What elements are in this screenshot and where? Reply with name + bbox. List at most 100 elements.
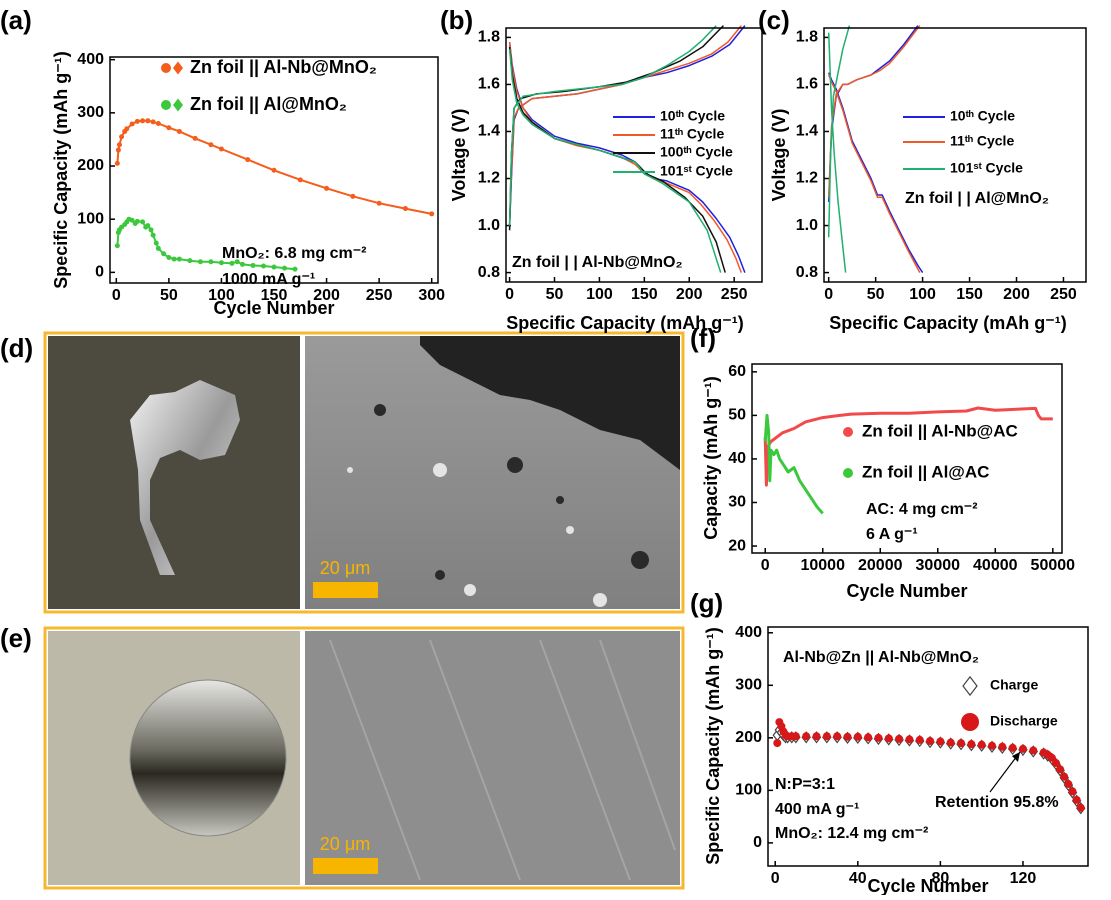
x-tick-label: 20000 [858, 557, 903, 574]
circle-marker [1064, 780, 1072, 788]
circle-marker [156, 246, 161, 251]
circle-marker [193, 136, 198, 141]
y-tick-label: 1.8 [478, 29, 500, 46]
circle-marker [813, 732, 821, 740]
series-line [829, 26, 923, 273]
circle-marker [1069, 787, 1077, 795]
circle-marker [429, 211, 434, 216]
circle-marker [240, 262, 245, 267]
circle-marker [1077, 804, 1085, 812]
y-axis-label: Voltage (V) [449, 109, 469, 202]
y-tick-label: 1.6 [478, 76, 500, 93]
scale-bar [313, 858, 378, 874]
series-line [117, 121, 431, 214]
circle-marker [1056, 765, 1064, 773]
y-tick-label: 40 [728, 450, 746, 467]
annotation: Zn foil | | Al-Nb@MnO₂ [512, 254, 683, 271]
circle-marker [177, 129, 182, 134]
x-tick-label: 120 [1010, 870, 1037, 887]
circle-marker [377, 201, 382, 206]
circle-marker [833, 732, 841, 740]
circle-marker [843, 468, 853, 478]
circle-marker [272, 265, 277, 270]
annotation: Al-Nb@Zn || Al-Nb@MnO₂ [783, 649, 979, 666]
circle-marker [282, 266, 287, 271]
circle-marker [117, 142, 122, 147]
y-tick-label: 1.0 [796, 217, 818, 234]
x-tick-label: 100 [909, 286, 936, 303]
y-tick-label: 0.8 [796, 264, 818, 281]
x-tick-label: 200 [1003, 286, 1030, 303]
circle-marker [177, 257, 182, 262]
annotation: 400 mA g⁻¹ [775, 801, 859, 818]
circle-marker [773, 739, 781, 747]
y-tick-label: 100 [77, 210, 104, 227]
annotation: Retention 95.8% [935, 794, 1059, 811]
y-tick-label: 0 [753, 834, 762, 851]
y-axis-label: Specific Capacity (mAh g⁻¹) [703, 627, 723, 865]
y-tick-label: 300 [735, 677, 762, 694]
panel-label: (e) [0, 623, 32, 653]
y-tick-label: 1.2 [478, 170, 500, 187]
circle-marker [298, 177, 303, 182]
y-axis-label: Specific Capacity (mAh g⁻¹) [51, 51, 71, 289]
annotation: 6 A g⁻¹ [866, 526, 918, 543]
circle-marker [1009, 744, 1017, 752]
x-tick-label: 50 [546, 286, 564, 303]
x-tick-label: 0 [761, 557, 770, 574]
circle-marker [245, 157, 250, 162]
x-tick-label: 40000 [973, 557, 1018, 574]
circle-marker [154, 241, 159, 246]
circle-marker [936, 738, 944, 746]
circle-marker [792, 732, 800, 740]
legend-marker [173, 62, 183, 75]
panel-label: (c) [758, 5, 790, 35]
circle-marker [151, 233, 156, 238]
x-tick-label: 30000 [916, 557, 961, 574]
x-tick-label: 0 [771, 870, 780, 887]
y-tick-label: 0 [95, 264, 104, 281]
circle-marker [219, 146, 224, 151]
circle-marker [166, 255, 171, 260]
x-tick-label: 150 [956, 286, 983, 303]
circle-marker [161, 251, 166, 256]
y-tick-label: 300 [77, 104, 104, 121]
circle-marker [854, 733, 862, 741]
legend-marker [173, 99, 183, 112]
circle-marker [916, 736, 924, 744]
y-tick-label: 1.2 [796, 170, 818, 187]
circle-marker [1029, 746, 1037, 754]
circle-marker [149, 227, 154, 232]
y-tick-label: 200 [735, 729, 762, 746]
circle-marker [116, 148, 121, 153]
y-tick-label: 1.8 [796, 29, 818, 46]
circle-marker [156, 121, 161, 126]
circle-marker [864, 733, 872, 741]
diamond-marker [963, 677, 977, 695]
circle-marker [843, 427, 853, 437]
y-tick-label: 20 [728, 537, 746, 554]
legend-label: Zn foil || Al-Nb@AC [862, 421, 1018, 440]
x-tick-label: 300 [418, 287, 445, 304]
annotation: MnO₂: 6.8 mg cm⁻² [222, 245, 366, 262]
y-axis-label: Capacity (mAh g⁻¹) [701, 376, 721, 540]
y-tick-label: 50 [728, 407, 746, 424]
photo-panel-d: 20 μm [45, 333, 683, 612]
circle-marker [250, 263, 255, 268]
legend-label: Zn foil || Al-Nb@MnO₂ [190, 57, 377, 77]
circle-marker [272, 168, 277, 173]
circle-marker [961, 713, 979, 731]
circle-marker [802, 732, 810, 740]
panel-label: (g) [690, 588, 723, 618]
legend-label: Zn foil || Al@MnO₂ [190, 94, 347, 114]
panel-label: (a) [0, 5, 32, 35]
circle-marker [324, 186, 329, 191]
series-line [829, 26, 850, 273]
y-tick-label: 0.8 [478, 264, 500, 281]
circle-marker [1060, 773, 1068, 781]
circle-marker [208, 259, 213, 264]
annotation: MnO₂: 12.4 mg cm⁻² [775, 825, 928, 842]
circle-marker [130, 122, 135, 127]
circle-marker [988, 742, 996, 750]
